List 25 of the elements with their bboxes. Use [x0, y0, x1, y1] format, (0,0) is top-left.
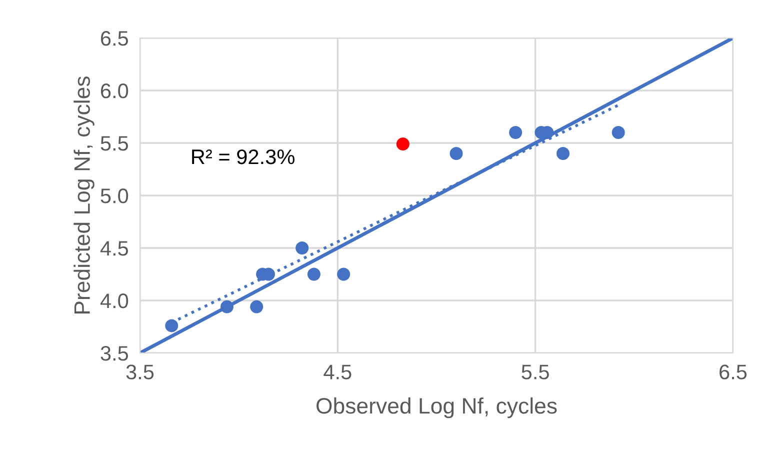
annotation: R² = 92.3%	[192, 149, 294, 164]
y-tick-label: 5.0	[100, 188, 128, 204]
y-tick-label: 6.0	[100, 84, 128, 98]
y-tick-label: 4.0	[100, 294, 128, 308]
point	[396, 138, 410, 151]
x-tick-label: 6.5	[720, 364, 747, 380]
y-tick-label: 5.5	[100, 136, 128, 151]
point	[612, 126, 625, 140]
x-tick-label: 5.5	[522, 364, 549, 380]
x-tick-label: 4.5	[324, 364, 352, 380]
point	[220, 300, 234, 314]
point	[450, 146, 463, 160]
point	[250, 300, 264, 314]
x-tick-label: 3.5	[126, 364, 154, 380]
y-tick-label: 6.5	[100, 31, 128, 46]
point	[337, 268, 350, 281]
y-tick-label: 3.5	[100, 346, 128, 361]
point	[556, 146, 570, 160]
x-axis-title: Observed Log Nf, cycles	[316, 397, 557, 418]
y-axis-title: Predicted Log Nf, cycles	[74, 76, 94, 314]
point	[307, 268, 320, 281]
y-tick-label: 4.5	[100, 241, 128, 256]
point	[509, 126, 522, 140]
point	[165, 319, 178, 332]
point	[296, 241, 309, 255]
